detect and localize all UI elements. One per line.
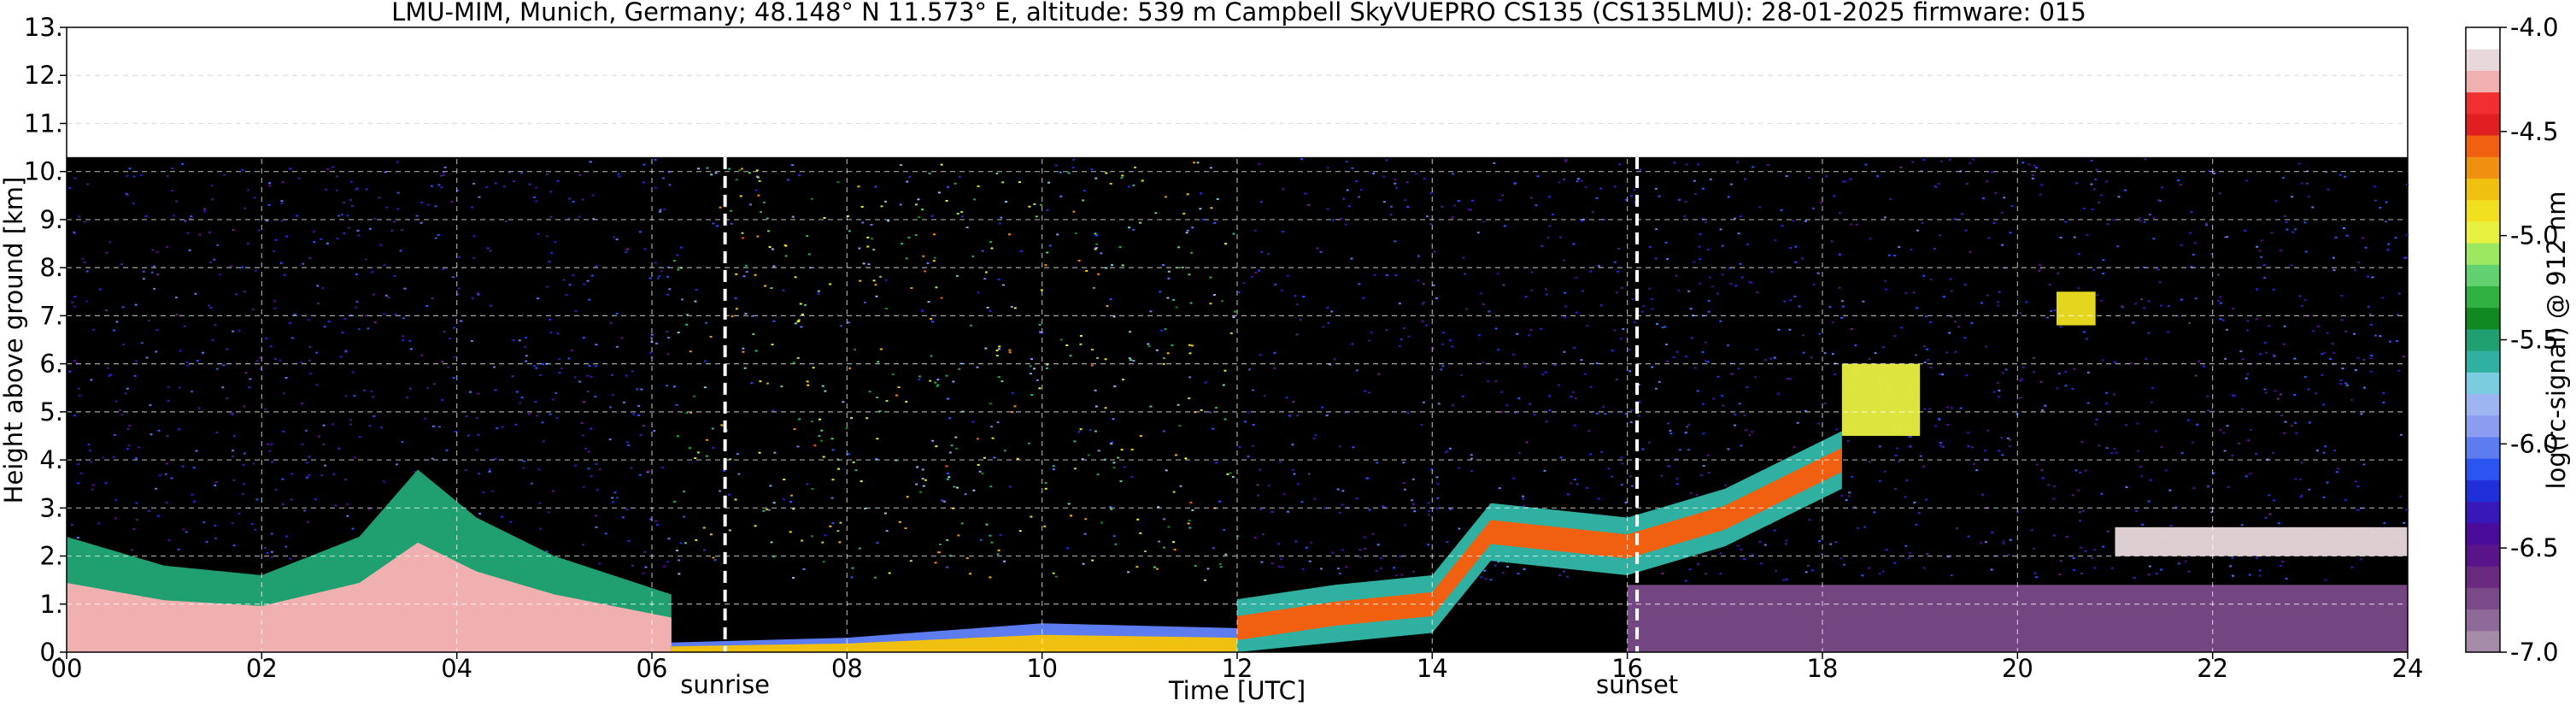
colorbar-segment (2466, 91, 2500, 115)
y-tick-label: 5. (39, 397, 63, 427)
colorbar-segment (2466, 544, 2500, 567)
colorbar-segment (2466, 372, 2500, 395)
colorbar-segment (2466, 70, 2500, 93)
feature-night-boundary-layer (67, 469, 672, 652)
colorbar-segment (2466, 501, 2500, 524)
y-tick-label: 10. (24, 157, 63, 186)
y-tick-label: 3. (39, 493, 63, 522)
y-tick-label: 0. (39, 638, 63, 667)
feature-daytime-surface-layer (671, 623, 1237, 652)
colorbar-segment (2466, 307, 2500, 330)
colorbar-segment (2466, 630, 2500, 653)
y-tick-label: 4. (39, 445, 63, 474)
colorbar-segment (2466, 415, 2500, 438)
colorbar-segment (2466, 221, 2500, 244)
colorbar-segment (2466, 479, 2500, 503)
x-tick-label: 18 (1807, 654, 1839, 683)
x-tick-label: 08 (831, 654, 863, 683)
x-tick-label: 06 (637, 654, 668, 683)
y-axis-label: Height above ground [km] (0, 177, 28, 504)
x-tick-label: 12 (1222, 654, 1253, 683)
y-tick-label: 7. (39, 301, 63, 330)
colorbar-segment (2466, 156, 2500, 179)
feature-mid-level-cloud (2057, 291, 2096, 326)
colorbar-segment (2466, 285, 2500, 309)
colorbar-segment (2466, 178, 2500, 201)
sunset-label: sunset (1596, 670, 1678, 699)
x-tick-label: 04 (441, 654, 472, 683)
y-tick-label: 2. (39, 542, 63, 571)
y-axis-ticks: 0. 1. 2. 3. 4. 5. 6. 7. 8. 9. 10. 11. 12. 13. (24, 13, 67, 667)
colorbar-segment (2466, 587, 2500, 610)
colorbar-label: log(rc-signal) @ 912 nm (2542, 191, 2571, 490)
x-tick-label: 20 (2002, 654, 2033, 683)
colorbar-segment (2466, 49, 2500, 71)
colorbar-segment (2466, 350, 2500, 373)
colorbar-segment (2466, 199, 2500, 222)
colorbar-tick-label: -7.0 (2510, 638, 2559, 667)
colorbar-segment (2466, 243, 2500, 265)
y-tick-label: 8. (39, 253, 63, 282)
y-tick-label: 12. (24, 61, 63, 90)
colorbar-tick-label: -5.5 (2510, 326, 2559, 355)
feature-rising-aerosol-layer (1237, 431, 1842, 652)
colorbar-tick-label: -4.0 (2510, 13, 2559, 42)
colorbar-segment (2466, 328, 2500, 351)
colorbar-segment (2466, 522, 2500, 545)
x-axis-label: Time [UTC] (1168, 676, 1306, 705)
y-tick-label: 13. (24, 13, 63, 42)
colorbar-segment (2466, 566, 2500, 588)
x-tick-label: 14 (1417, 654, 1448, 683)
colorbar: -7.0 -6.5 -6.0 -5.5 -5.0 -4.5 -4.0 (2465, 13, 2559, 667)
sunrise-label: sunrise (680, 670, 770, 699)
x-tick-label: 22 (2197, 654, 2228, 683)
grid (67, 27, 2408, 652)
colorbar-tick-label: -6.0 (2510, 429, 2559, 458)
feature-low-cloud-top (2115, 527, 2408, 556)
x-tick-label: 10 (1026, 654, 1058, 683)
colorbar-segment (2466, 609, 2500, 632)
x-axis-ticks: 00 02 04 06 08 10 12 14 16 18 20 22 24 (51, 652, 2424, 683)
y-tick-label: 11. (24, 109, 63, 138)
sun-annotations: sunrise sunset (680, 156, 1678, 699)
chart-title: LMU-MIM, Munich, Germany; 48.148° N 11.5… (391, 0, 2086, 26)
x-tick-label: 24 (2392, 654, 2424, 683)
x-tick-label: 02 (246, 654, 278, 683)
colorbar-segment (2466, 113, 2500, 136)
colorbar-segment (2466, 393, 2500, 416)
colorbar-segment (2466, 135, 2500, 157)
x-tick-label: 00 (51, 654, 83, 683)
colorbar-segment (2466, 27, 2500, 50)
colorbar-tick-label: -5.0 (2510, 221, 2559, 250)
y-tick-label: 1. (39, 590, 63, 619)
colorbar-segment (2466, 264, 2500, 286)
colorbar-segment (2466, 458, 2500, 480)
colorbar-tick-label: -6.5 (2510, 533, 2559, 562)
colorbar-segment (2466, 436, 2500, 459)
colorbar-tick-label: -4.5 (2510, 117, 2559, 146)
y-tick-label: 6. (39, 350, 63, 379)
feature-mid-level-cloud (1841, 363, 1921, 436)
y-tick-label: 9. (39, 205, 63, 234)
x-tick-label: 16 (1611, 654, 1643, 683)
